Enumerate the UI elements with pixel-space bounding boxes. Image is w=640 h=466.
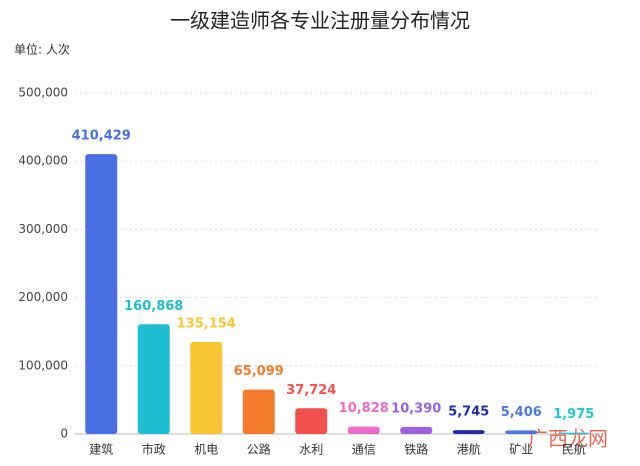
y-tick-label: 0: [60, 427, 68, 441]
x-tick-label: 建筑: [89, 442, 113, 457]
y-tick-label: 300,000: [18, 222, 68, 236]
x-tick-label: 公路: [247, 442, 271, 457]
y-tick-label: 200,000: [18, 290, 68, 304]
value-label: 410,429: [72, 129, 131, 144]
bar: [295, 408, 328, 434]
x-tick-label: 机电: [194, 443, 218, 457]
value-label: 10,828: [339, 401, 389, 416]
bar: [242, 389, 275, 434]
x-tick-label: 矿业: [509, 443, 533, 457]
value-label: 37,724: [286, 383, 336, 398]
x-tick-label: 通信: [352, 443, 376, 457]
bar: [557, 432, 590, 434]
bar: [505, 430, 538, 434]
y-tick-label: 400,000: [18, 154, 68, 168]
unit-label: 单位: 人次: [14, 42, 70, 57]
value-label: 65,099: [234, 364, 284, 379]
value-label: 5,745: [448, 405, 489, 420]
bar: [137, 324, 170, 434]
y-tick-label: 500,000: [18, 86, 68, 100]
x-tick-label: 港航: [457, 442, 481, 457]
bar: [190, 341, 223, 434]
value-label: 10,390: [391, 401, 441, 416]
value-label: 160,868: [124, 299, 183, 314]
x-tick-label: 市政: [142, 442, 166, 457]
value-label: 135,154: [177, 316, 236, 331]
bar: [452, 430, 485, 434]
bar: [85, 154, 118, 435]
chart-title: 一级建造师各专业注册量分布情况: [170, 9, 470, 33]
bar: [347, 426, 380, 434]
x-tick-label: 铁路: [404, 442, 428, 457]
value-label: 1,975: [553, 407, 594, 422]
watermark: 广西龙网: [528, 427, 608, 451]
y-tick-label: 100,000: [18, 358, 68, 372]
bar: [400, 426, 433, 434]
x-tick-label: 民航: [562, 442, 586, 457]
value-label: 5,406: [501, 405, 542, 420]
x-tick-label: 水利: [299, 443, 323, 457]
